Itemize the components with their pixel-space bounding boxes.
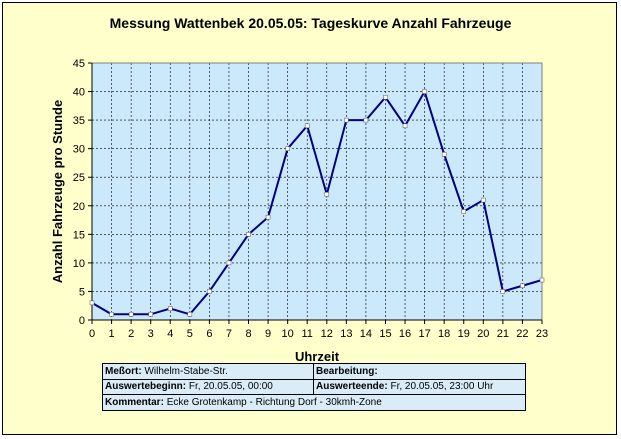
y-tick-label: 5 [79, 286, 85, 298]
y-tick-label: 40 [73, 87, 85, 99]
data-point [246, 232, 251, 237]
y-tick-label: 20 [73, 201, 85, 213]
x-axis-label: Uhrzeit [295, 349, 340, 364]
data-point [461, 209, 466, 214]
data-point [520, 283, 525, 288]
info-row: Kommentar: Ecke Grotenkamp - Richtung Do… [102, 394, 526, 411]
messort-cell: Meßort: Wilhelm-Stabe-Str. [102, 363, 314, 380]
chart-title: Messung Wattenbek 20.05.05: Tageskurve A… [109, 15, 512, 31]
x-tick-label: 2 [128, 328, 134, 340]
x-tick-label: 14 [360, 328, 372, 340]
beginn-cell: Auswertebeginn: Fr, 20.05.05, 00:00 [102, 378, 314, 396]
x-tick-label: 13 [340, 328, 352, 340]
y-tick-labels: 0 5 10 15 20 25 30 35 40 45 [73, 58, 85, 327]
data-point [148, 312, 153, 317]
kommentar-value: Ecke Grotenkamp - Richtung Dorf - 30kmh-… [166, 397, 382, 409]
y-tick-label: 15 [73, 229, 85, 241]
ende-cell: Auswerteende: Fr, 20.05.05, 23:00 Uhr [313, 378, 526, 396]
x-tick-label: 5 [187, 328, 193, 340]
axes [88, 62, 543, 324]
data-point [383, 95, 388, 100]
x-tick-label: 4 [167, 328, 173, 340]
x-tick-label: 10 [282, 328, 294, 340]
data-point [539, 277, 545, 283]
x-tick-label: 7 [226, 328, 232, 340]
data-point [422, 89, 427, 94]
x-tick-label: 15 [379, 328, 391, 340]
x-tick-label: 6 [206, 328, 212, 340]
x-tick-label: 18 [438, 328, 450, 340]
data-point [89, 300, 95, 306]
data-point [128, 312, 134, 317]
data-point [441, 152, 447, 157]
data-point [304, 123, 310, 129]
y-tick-label: 45 [73, 58, 85, 70]
x-tick-label: 1 [109, 328, 115, 340]
data-point [226, 260, 232, 266]
data-point [207, 289, 212, 294]
x-tick-label: 16 [399, 328, 411, 340]
x-tick-label: 0 [89, 328, 95, 340]
kommentar-label: Kommentar: [105, 397, 164, 409]
x-tick-label: 19 [458, 328, 470, 340]
data-markers [89, 89, 545, 317]
data-point [109, 312, 114, 317]
y-tick-label: 35 [73, 115, 85, 127]
x-tick-label: 23 [536, 328, 548, 340]
y-tick-label: 0 [79, 315, 85, 327]
x-tick-labels: 0 1 2 3 4 5 6 7 8 9 10 11 12 13 14 15 16 17 18 19 20 21 22 23 [89, 328, 548, 340]
data-point [168, 306, 173, 311]
x-tick-label: 21 [497, 328, 509, 340]
y-tick-label: 25 [73, 172, 85, 184]
info-row: Meßort: Wilhelm-Stabe-Str. Bearbeitung: [102, 363, 526, 380]
data-point [363, 117, 369, 123]
y-tick-label: 30 [73, 144, 85, 156]
data-point [402, 123, 408, 129]
y-tick-label: 10 [73, 258, 85, 270]
bearbeitung-label: Bearbeitung: [316, 365, 378, 377]
y-axis-label: Anzahl Fahrzeuge pro Stunde [50, 100, 65, 283]
x-tick-label: 8 [245, 328, 251, 340]
series-line [91, 89, 543, 316]
x-tick-label: 12 [321, 328, 333, 340]
beginn-label: Auswertebeginn: [105, 381, 187, 393]
x-tick-label: 17 [418, 328, 430, 340]
x-tick-label: 9 [265, 328, 271, 340]
plot-area [92, 63, 542, 320]
data-point [265, 214, 271, 220]
x-tick-label: 3 [148, 328, 154, 340]
info-row: Auswertebeginn: Fr, 20.05.05, 00:00 Ausw… [102, 378, 526, 396]
info-table: Meßort: Wilhelm-Stabe-Str. Bearbeitung: … [102, 363, 526, 411]
gridlines [92, 62, 542, 320]
data-point [187, 312, 193, 317]
data-point [344, 117, 349, 123]
beginn-value: Fr, 20.05.05, 00:00 [188, 381, 273, 393]
x-tick-label: 22 [516, 328, 528, 340]
x-tick-label: 20 [477, 328, 489, 340]
kommentar-cell: Kommentar: Ecke Grotenkamp - Richtung Do… [102, 394, 526, 411]
data-point [481, 197, 486, 203]
x-tick-label: 11 [302, 328, 313, 340]
data-point [500, 289, 506, 294]
ende-label: Auswerteende: [316, 381, 388, 393]
ende-value: Fr, 20.05.05, 23:00 Uhr [390, 381, 494, 393]
messort-value: Wilhelm-Stabe-Str. [144, 365, 228, 377]
messort-label: Meßort: [105, 365, 142, 377]
data-point [324, 192, 330, 197]
data-point [285, 146, 290, 151]
bearbeitung-cell: Bearbeitung: [313, 363, 526, 380]
